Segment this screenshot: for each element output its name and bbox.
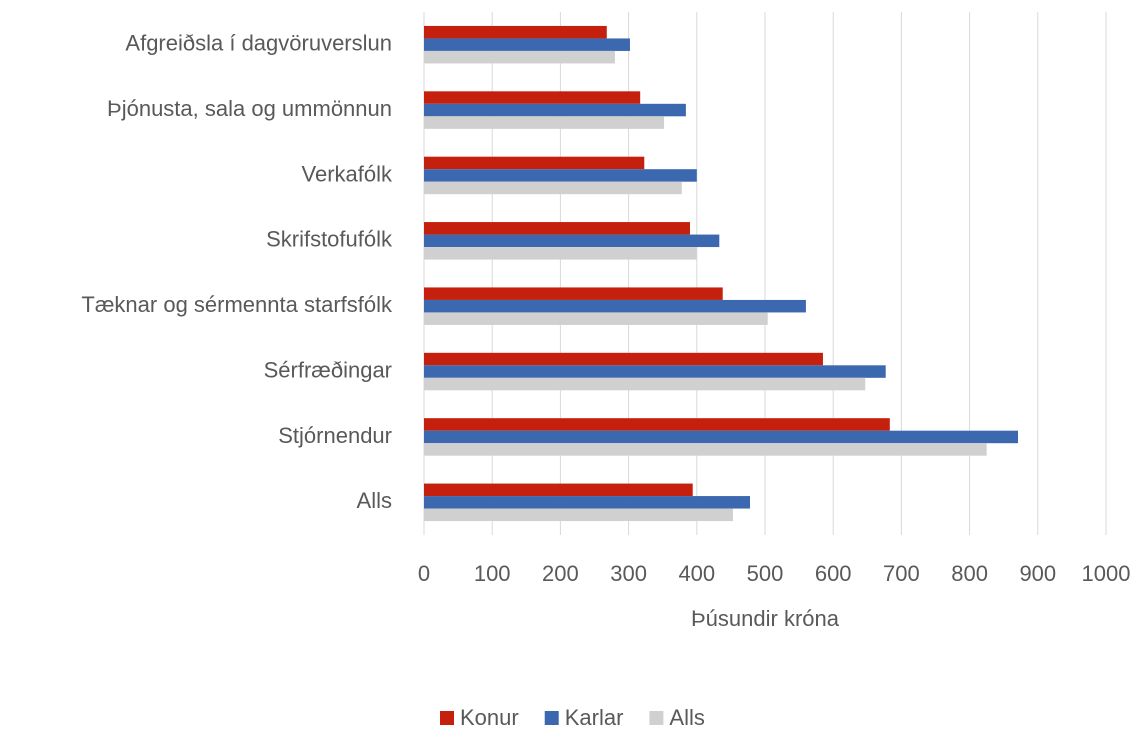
- y-tick-label: Tæknar og sérmennta starfsfólk: [81, 292, 393, 317]
- x-tick-label: 100: [474, 561, 511, 586]
- y-tick-label: Verkafólk: [302, 161, 393, 186]
- legend-swatch: [440, 711, 454, 725]
- legend-label: Konur: [460, 705, 519, 730]
- bar: [424, 222, 690, 235]
- bar: [424, 91, 641, 104]
- bar: [424, 508, 733, 522]
- bar: [424, 156, 645, 170]
- bar: [424, 365, 886, 378]
- bar: [424, 430, 1019, 444]
- bar: [424, 25, 607, 39]
- x-tick-label: 800: [951, 561, 988, 586]
- x-tick-label: 400: [678, 561, 715, 586]
- x-tick-label: 300: [610, 561, 647, 586]
- y-tick-label: Afgreiðsla í dagvöruverslun: [125, 31, 392, 56]
- bar: [424, 234, 720, 248]
- bar: [424, 103, 686, 117]
- legend-label: Alls: [669, 705, 704, 730]
- x-tick-label: 1000: [1082, 561, 1131, 586]
- x-tick-label: 600: [815, 561, 852, 586]
- bar: [424, 247, 697, 260]
- x-tick-label: 500: [747, 561, 784, 586]
- x-axis-label: Þúsundir króna: [691, 606, 840, 631]
- bar: [424, 377, 866, 391]
- x-tick-label: 900: [1019, 561, 1056, 586]
- bar: [424, 181, 682, 195]
- bar: [424, 443, 987, 456]
- y-tick-label: Sérfræðingar: [264, 357, 392, 382]
- legend-swatch: [544, 711, 559, 725]
- y-tick-label: Þjónusta, sala og ummönnun: [107, 96, 392, 121]
- x-tick-label: 0: [418, 561, 430, 586]
- bar: [424, 116, 665, 129]
- legend-label: Karlar: [565, 705, 624, 730]
- x-tick-label: 200: [542, 561, 579, 586]
- y-tick-label: Skrifstofufólk: [266, 227, 393, 252]
- bar: [424, 169, 697, 182]
- y-tick-label: Alls: [357, 488, 392, 513]
- bar: [424, 483, 693, 497]
- bar: [424, 38, 630, 51]
- bar: [424, 312, 768, 325]
- y-tick-label: Stjórnendur: [278, 423, 392, 448]
- bar: [424, 418, 890, 431]
- bar: [424, 496, 750, 509]
- bar: [424, 299, 806, 313]
- bar: [424, 50, 615, 64]
- bar: [424, 287, 723, 300]
- x-tick-label: 700: [883, 561, 920, 586]
- bar: [424, 352, 823, 366]
- legend-swatch: [649, 711, 664, 725]
